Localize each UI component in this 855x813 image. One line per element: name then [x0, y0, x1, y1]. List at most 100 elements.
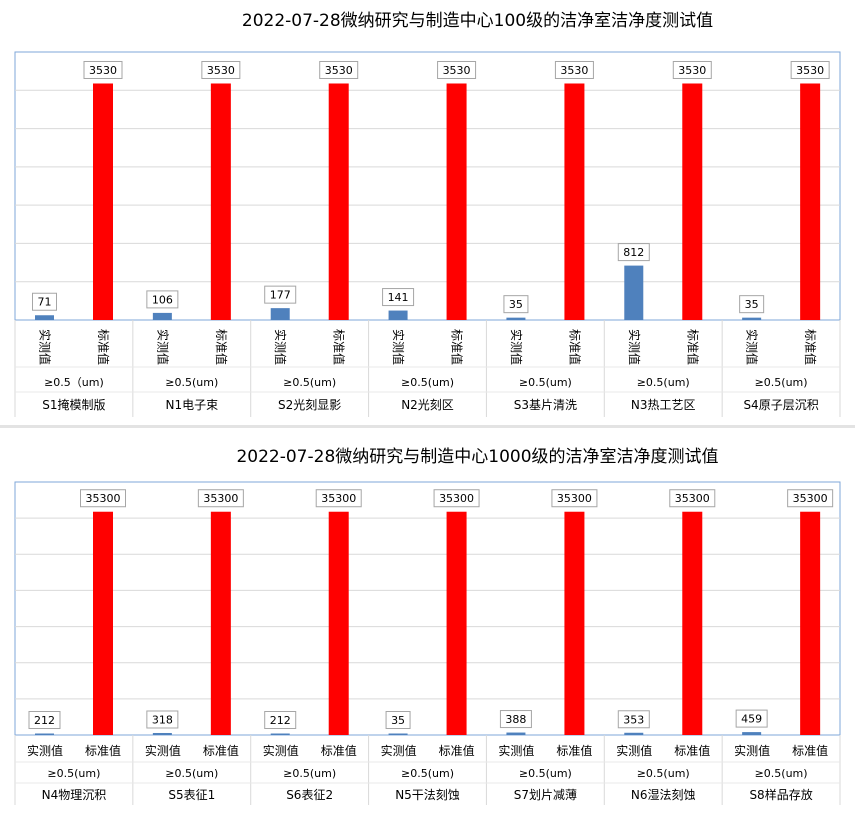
data-label-box [617, 243, 650, 262]
category-name: N2光刻区 [401, 398, 454, 412]
spec-label: ≥0.5(um) [519, 767, 572, 780]
category-name: S4原子层沉积 [743, 398, 818, 412]
bar-measured [624, 265, 644, 320]
spec-label: ≥0.5(um) [519, 376, 572, 389]
bar-measured [388, 733, 408, 735]
data-label: 353 [623, 713, 644, 726]
data-label-box [32, 292, 57, 311]
category-name: S6表征2 [286, 788, 333, 802]
series-tick-label: 实测值 [616, 743, 652, 758]
data-label: 35300 [203, 492, 238, 505]
bar-measured [506, 317, 526, 320]
bar-standard [800, 83, 821, 321]
data-label-box [735, 709, 768, 728]
spec-label: ≥0.5(um) [637, 767, 690, 780]
data-label-box [264, 285, 297, 304]
chart-1000-svg: 212 35300 实测值 标准值 ≥0.5(um) N4物理沉积 318 35300 实测值 标… [14, 481, 841, 805]
data-label: 35300 [793, 492, 828, 505]
data-label: 35300 [675, 492, 710, 505]
category-name: S7划片减薄 [514, 787, 577, 802]
data-label: 212 [34, 714, 55, 727]
category-name: S3基片清洗 [514, 398, 577, 412]
data-label: 3530 [89, 64, 117, 77]
chart-title: 2022-07-28微纳研究与制造中心1000级的洁净室洁净度测试值 [236, 447, 719, 467]
series-tick-label: 实测值 [627, 329, 642, 365]
series-tick-label: 实测值 [27, 743, 63, 758]
data-label: 388 [505, 713, 526, 726]
bar-measured [152, 312, 172, 320]
chart-panel-class-100: 2022-07-28微纳研究与制造中心100级的洁净室洁净度测试值 71 3530… [14, 11, 841, 417]
series-tick-label: 实测值 [145, 743, 181, 758]
bar-standard [328, 511, 349, 735]
series-tick-label: 实测值 [273, 329, 288, 365]
spec-label: ≥0.5(um) [755, 767, 808, 780]
bar-measured [270, 308, 290, 320]
data-label: 35 [745, 298, 759, 311]
data-label: 3530 [560, 64, 588, 77]
bar-measured [388, 310, 408, 320]
bar-standard [446, 511, 467, 735]
bar-measured [742, 732, 762, 735]
data-label: 35300 [439, 492, 474, 505]
series-tick-label: 标准值 [674, 743, 710, 758]
data-label-box [790, 60, 830, 79]
data-label-box [264, 711, 297, 729]
data-label-box [201, 60, 241, 79]
category-name: N4物理沉积 [42, 788, 107, 802]
series-tick-label: 实测值 [391, 329, 406, 365]
series-tick-label: 标准值 [214, 329, 229, 365]
bar-measured [624, 732, 644, 735]
series-tick-label: 标准值 [556, 743, 592, 758]
series-tick-label: 标准值 [321, 743, 357, 758]
series-tick-label: 标准值 [567, 329, 582, 365]
series-tick-label: 标准值 [685, 329, 700, 365]
bar-standard [682, 83, 703, 321]
series-tick-label: 实测值 [745, 329, 760, 365]
spec-label: ≥0.5(um) [401, 767, 454, 780]
data-label: 318 [152, 713, 173, 726]
bar-measured [506, 732, 526, 735]
data-label: 71 [38, 296, 52, 309]
data-label: 459 [741, 713, 762, 726]
bar-standard [210, 511, 231, 735]
data-label-box [617, 710, 650, 729]
category-name: N5干法刻蚀 [395, 788, 460, 802]
plot-area [14, 51, 841, 321]
spec-label: ≥0.5(um) [165, 767, 218, 780]
category-name: S1掩模制版 [42, 398, 105, 412]
data-label: 812 [623, 246, 644, 259]
spec-label: ≥0.5(um) [637, 376, 690, 389]
panel-divider [0, 425, 855, 428]
category-name: N3热工艺区 [631, 398, 696, 412]
series-tick-label: 实测值 [263, 743, 299, 758]
data-label: 177 [270, 289, 291, 302]
bar-standard [93, 511, 113, 735]
chart-100-svg: 71 3530 实测值 标准值 ≥0.5（um) S1掩模制版 106 3530 实测值 标准值 ≥… [14, 51, 841, 417]
series-tick-label: 标准值 [85, 743, 121, 758]
data-label: 3530 [325, 64, 353, 77]
category-name: N1电子束 [165, 398, 218, 412]
data-label: 106 [152, 293, 173, 306]
data-label-box [146, 710, 179, 729]
data-label: 35 [509, 298, 523, 311]
bar-measured [742, 317, 762, 320]
chart-panel-class-1000: 2022-07-28微纳研究与制造中心1000级的洁净室洁净度测试值 212 35… [0, 428, 855, 813]
series-tick-label: 标准值 [439, 743, 475, 758]
bar-standard [564, 83, 585, 321]
series-tick-label: 标准值 [332, 329, 347, 365]
data-label: 35300 [86, 492, 121, 505]
data-label: 35300 [321, 492, 356, 505]
category-name: S5表征1 [168, 788, 215, 802]
category-name: S2光刻显影 [278, 398, 341, 412]
spec-label: ≥0.5(um) [283, 376, 336, 389]
series-tick-label: 实测值 [381, 743, 417, 758]
data-label-box [499, 710, 532, 729]
data-label: 35300 [557, 492, 592, 505]
data-label-box [28, 711, 61, 729]
series-tick-label: 标准值 [792, 743, 828, 758]
series-tick-label: 实测值 [38, 329, 53, 365]
bar-standard [446, 83, 467, 321]
category-name: N6湿法刻蚀 [631, 787, 696, 802]
data-label-box [80, 489, 126, 508]
bar-measured [270, 733, 290, 735]
